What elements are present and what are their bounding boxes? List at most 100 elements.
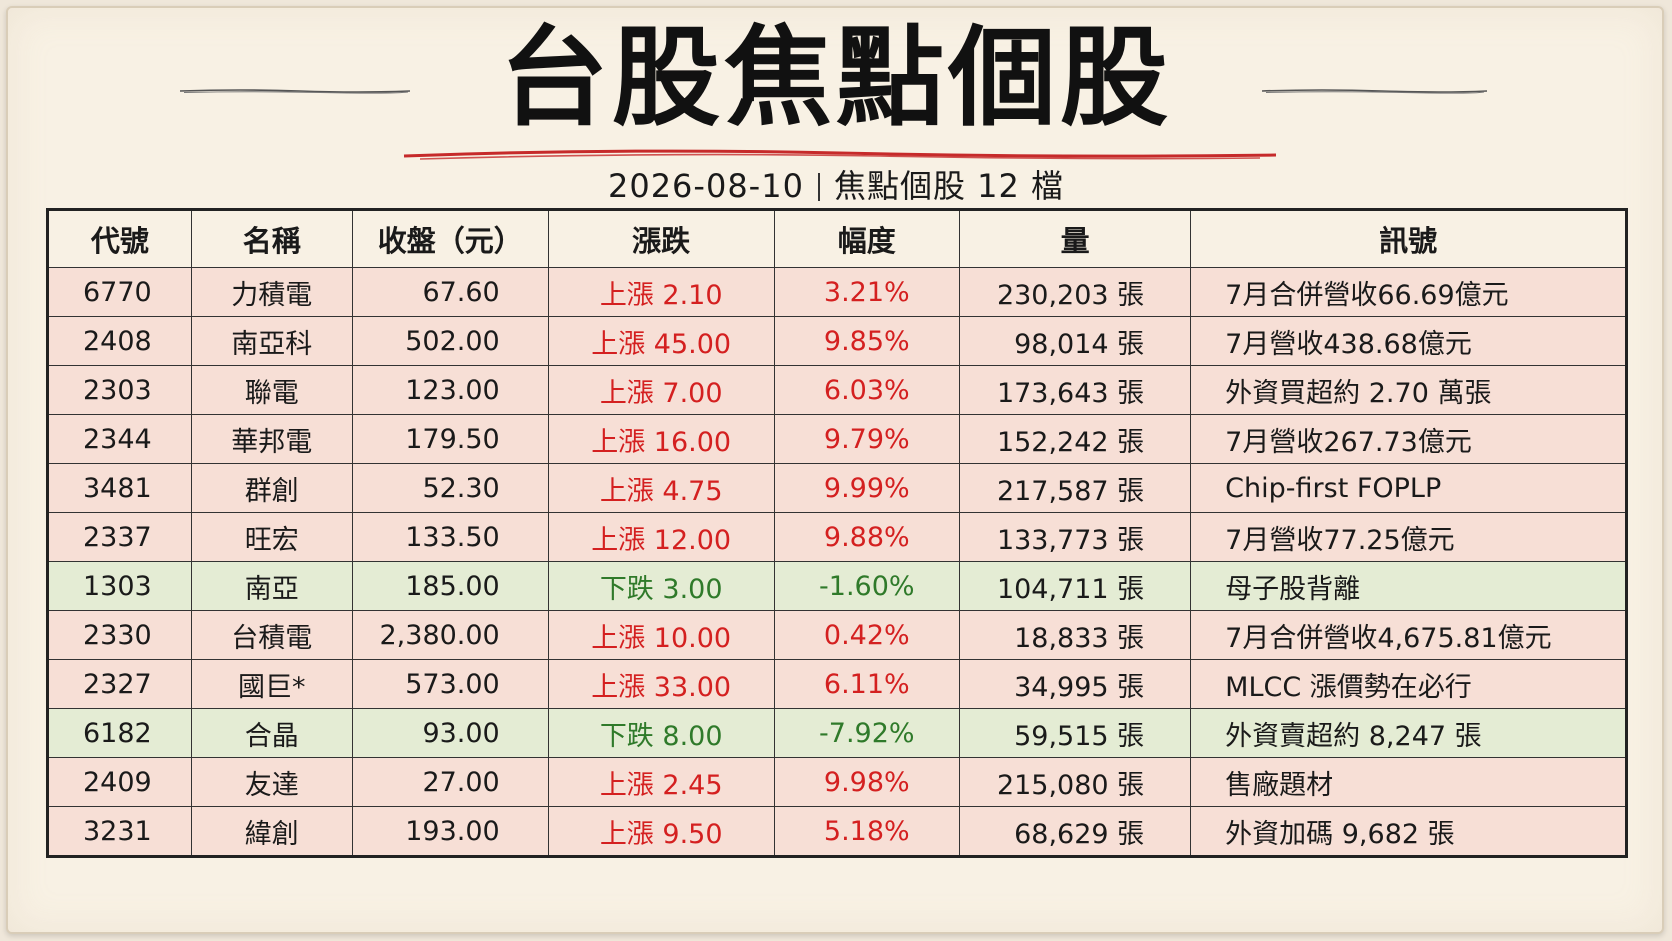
signal-note: 7月營收77.25億元 — [1190, 512, 1627, 562]
decorative-line-right — [1262, 89, 1487, 94]
stock-table: 代號 名稱 收盤（元） 漲跌 幅度 量 訊號 6770 力積電 67.60 上漲 2.… — [46, 208, 1628, 858]
stock-name: 旺宏 — [190, 512, 353, 562]
trade-volume: 104,711 張 — [958, 561, 1192, 611]
stock-code: 2408 — [47, 316, 192, 366]
decorative-line-left — [180, 89, 410, 94]
stock-name: 南亞科 — [190, 316, 353, 366]
subtitle: 2026-08-10 焦點個股 12 檔 — [0, 165, 1672, 207]
stock-name: 國巨* — [190, 659, 353, 709]
table-row: 3231 緯創 193.00 上漲 9.50 5.18% 68,629 張外資加碼 9,6… — [47, 806, 1627, 857]
column-header-percent: 幅度 — [773, 209, 960, 268]
change-percent: -1.60% — [773, 561, 960, 611]
change-percent: 9.88% — [773, 512, 960, 562]
signal-note: 售廠題材 — [1190, 757, 1627, 807]
stock-name: 南亞 — [190, 561, 353, 611]
signal-note: MLCC 漲價勢在必行 — [1190, 659, 1627, 709]
change-percent: 9.99% — [773, 463, 960, 513]
signal-note: 外資加碼 9,682 張 — [1190, 806, 1627, 857]
close-price: 123.00 — [351, 365, 549, 415]
signal-note: Chip-first FOPLP — [1190, 463, 1627, 513]
close-price: 502.00 — [351, 316, 549, 366]
price-change: 上漲 33.00 — [547, 659, 775, 709]
price-change: 上漲 9.50 — [547, 806, 775, 857]
stock-code: 3231 — [47, 806, 192, 857]
trade-volume: 215,080 張 — [958, 757, 1192, 807]
stock-name: 合晶 — [190, 708, 353, 758]
close-price: 67.60 — [351, 267, 549, 317]
price-change: 上漲 4.75 — [547, 463, 775, 513]
stock-name: 聯電 — [190, 365, 353, 415]
price-change: 上漲 7.00 — [547, 365, 775, 415]
table-row: 6182 合晶 93.00 下跌 8.00 -7.92% 59,515 張外資賣超約 8,… — [47, 708, 1627, 758]
stock-code: 2303 — [47, 365, 192, 415]
separator — [817, 173, 820, 201]
close-price: 27.00 — [351, 757, 549, 807]
signal-note: 母子股背離 — [1190, 561, 1627, 611]
close-price: 93.00 — [351, 708, 549, 758]
table-row: 1303 南亞 185.00 下跌 3.00 -1.60% 104,711 張母子股背離 — [47, 561, 1627, 611]
price-change: 上漲 2.45 — [547, 757, 775, 807]
stock-name: 華邦電 — [190, 414, 353, 464]
stock-code: 2337 — [47, 512, 192, 562]
column-header-code: 代號 — [47, 209, 192, 268]
signal-note: 外資買超約 2.70 萬張 — [1190, 365, 1627, 415]
close-price: 573.00 — [351, 659, 549, 709]
change-percent: -7.92% — [773, 708, 960, 758]
table-row: 2344 華邦電 179.50 上漲 16.00 9.79% 152,242 張 7月營收2… — [47, 414, 1627, 464]
report-date: 2026-08-10 — [607, 167, 804, 205]
close-price: 52.30 — [351, 463, 549, 513]
stock-name: 緯創 — [190, 806, 353, 857]
change-percent: 9.98% — [773, 757, 960, 807]
column-header-close: 收盤（元） — [351, 209, 549, 268]
signal-note: 7月合併營收4,675.81億元 — [1190, 610, 1627, 660]
price-change: 上漲 45.00 — [547, 316, 775, 366]
close-price: 193.00 — [351, 806, 549, 857]
change-percent: 6.03% — [773, 365, 960, 415]
close-price: 179.50 — [351, 414, 549, 464]
stock-code: 2327 — [47, 659, 192, 709]
trade-volume: 34,995 張 — [958, 659, 1192, 709]
title-underline — [403, 149, 1277, 160]
table-row: 2409 友達 27.00 上漲 2.45 9.98% 215,080 張售廠題材 — [47, 757, 1627, 807]
stock-count-summary: 焦點個股 12 檔 — [833, 167, 1065, 205]
signal-note: 7月合併營收66.69億元 — [1190, 267, 1627, 317]
stock-code: 2409 — [47, 757, 192, 807]
trade-volume: 18,833 張 — [958, 610, 1192, 660]
trade-volume: 152,242 張 — [958, 414, 1192, 464]
stock-name: 力積電 — [190, 267, 353, 317]
trade-volume: 230,203 張 — [958, 267, 1192, 317]
table-row: 2408 南亞科 502.00 上漲 45.00 9.85% 98,014 張 7月營收43… — [47, 316, 1627, 366]
column-header-change: 漲跌 — [547, 209, 775, 268]
price-change: 上漲 10.00 — [547, 610, 775, 660]
column-header-signal: 訊號 — [1190, 209, 1627, 268]
signal-note: 7月營收267.73億元 — [1190, 414, 1627, 464]
trade-volume: 133,773 張 — [958, 512, 1192, 562]
change-percent: 3.21% — [773, 267, 960, 317]
stock-code: 1303 — [47, 561, 192, 611]
change-percent: 6.11% — [773, 659, 960, 709]
stock-code: 6770 — [47, 267, 192, 317]
stock-code: 2344 — [47, 414, 192, 464]
change-percent: 9.79% — [773, 414, 960, 464]
stock-code: 3481 — [47, 463, 192, 513]
table-row: 2330 台積電 2,380.00 上漲 10.00 0.42% 18,833 張 7月合併… — [47, 610, 1627, 660]
price-change: 下跌 3.00 — [547, 561, 775, 611]
close-price: 133.50 — [351, 512, 549, 562]
close-price: 185.00 — [351, 561, 549, 611]
change-percent: 5.18% — [773, 806, 960, 857]
trade-volume: 217,587 張 — [958, 463, 1192, 513]
table-header-row: 代號 名稱 收盤（元） 漲跌 幅度 量 訊號 — [47, 209, 1627, 268]
table-row: 2327 國巨* 573.00 上漲 33.00 6.11% 34,995 張 MLCC 漲… — [47, 659, 1627, 709]
price-change: 上漲 2.10 — [547, 267, 775, 317]
signal-note: 外資賣超約 8,247 張 — [1190, 708, 1627, 758]
trade-volume: 68,629 張 — [958, 806, 1192, 857]
price-change: 上漲 16.00 — [547, 414, 775, 464]
table-row: 6770 力積電 67.60 上漲 2.10 3.21% 230,203 張 7月合併營收6… — [47, 267, 1627, 317]
trade-volume: 173,643 張 — [958, 365, 1192, 415]
page-title: 台股焦點個股 — [499, 16, 1172, 141]
change-percent: 0.42% — [773, 610, 960, 660]
price-change: 上漲 12.00 — [547, 512, 775, 562]
close-price: 2,380.00 — [351, 610, 549, 660]
stock-name: 友達 — [190, 757, 353, 807]
table-row: 2303 聯電 123.00 上漲 7.00 6.03% 173,643 張外資買超約 2… — [47, 365, 1627, 415]
